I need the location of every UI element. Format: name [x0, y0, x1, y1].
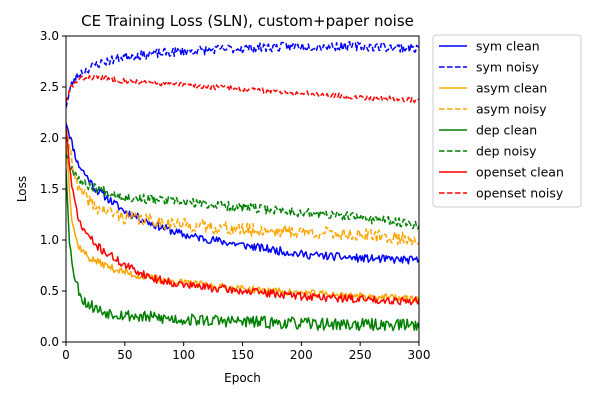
chart-title: CE Training Loss (SLN), custom+paper noi… — [81, 12, 414, 30]
x-tick-label: 300 — [408, 348, 431, 362]
series-line-sym-clean — [66, 122, 419, 265]
x-tick-label: 150 — [231, 348, 254, 362]
series-line-sym-noisy — [66, 40, 419, 109]
legend-label: asym clean — [476, 81, 547, 96]
y-tick-label: 1.5 — [40, 182, 59, 196]
series-line-dep-noisy — [66, 153, 419, 230]
y-axis-ticks: 0.0 0.5 1.0 1.5 2.0 2.5 3.0 — [40, 29, 66, 349]
series-line-asym-noisy — [66, 128, 419, 246]
y-tick-label: 0.5 — [40, 284, 59, 298]
series-line-openset-clean — [66, 128, 419, 306]
y-tick-label: 2.5 — [40, 80, 59, 94]
legend-label: openset clean — [476, 165, 564, 180]
legend-label: dep noisy — [476, 144, 537, 159]
legend: sym clean sym noisy asym clean asym noisy de… — [432, 34, 582, 208]
legend-label: openset noisy — [476, 186, 564, 201]
y-tick-label: 1.0 — [40, 233, 59, 247]
y-tick-label: 0.0 — [40, 335, 59, 349]
legend-box — [432, 34, 582, 208]
y-tick-label: 2.0 — [40, 131, 59, 145]
legend-label: dep clean — [476, 123, 537, 138]
x-tick-label: 250 — [349, 348, 372, 362]
y-tick-label: 3.0 — [40, 29, 59, 43]
x-tick-label: 200 — [290, 348, 313, 362]
x-tick-label: 0 — [62, 348, 70, 362]
x-tick-label: 100 — [172, 348, 195, 362]
legend-label: asym noisy — [476, 102, 547, 117]
plot-series — [66, 40, 419, 332]
y-axis-label: Loss — [15, 176, 29, 202]
x-tick-label: 50 — [117, 348, 132, 362]
series-line-asym-clean — [66, 143, 419, 303]
series-line-dep-clean — [66, 169, 419, 332]
series-line-openset-noisy — [66, 73, 419, 104]
x-axis-label: Epoch — [224, 371, 261, 385]
legend-label: sym clean — [476, 39, 540, 54]
legend-label: sym noisy — [476, 60, 540, 75]
x-axis-ticks: 0 50 100 150 200 250 300 — [62, 342, 430, 362]
